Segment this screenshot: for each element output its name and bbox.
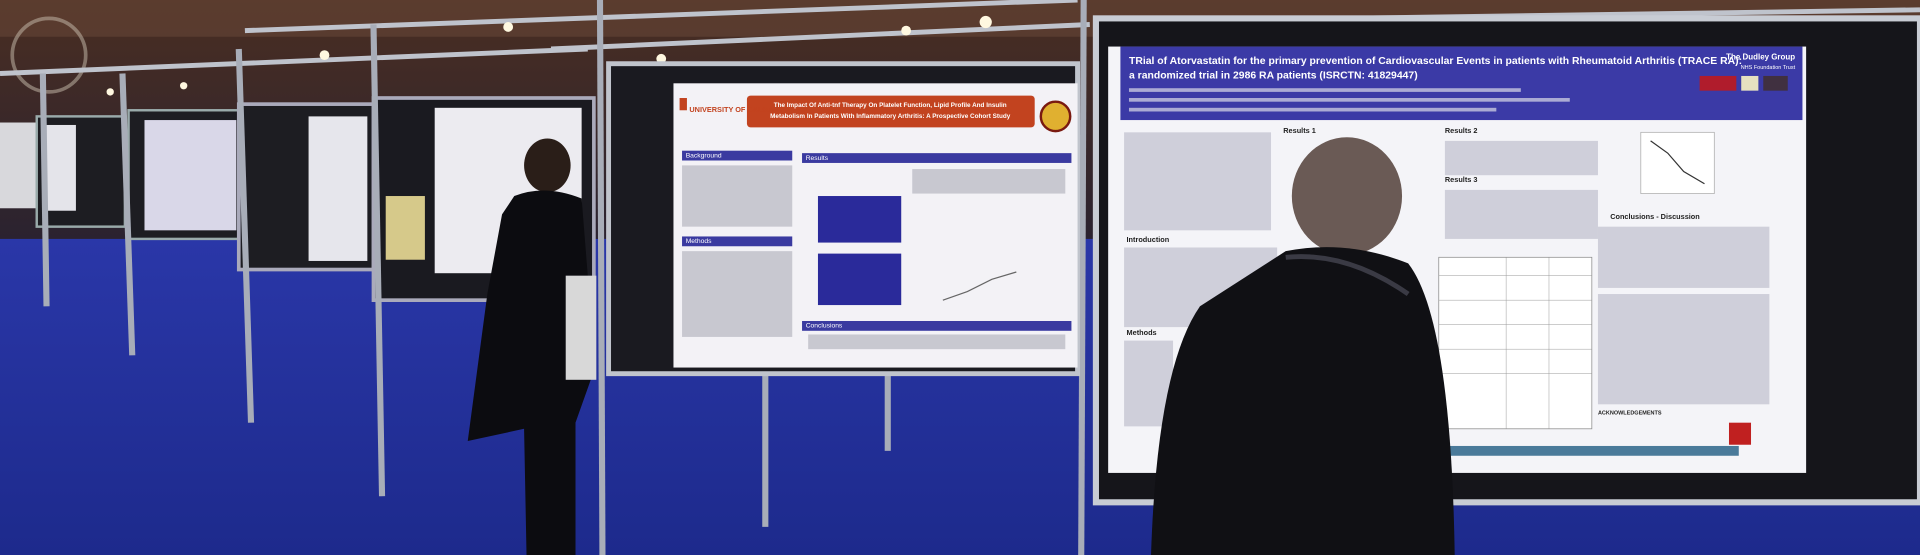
panel: [802, 320, 1072, 331]
panel: [1763, 75, 1788, 91]
shape: [1438, 257, 1592, 429]
panel: [682, 236, 793, 247]
panel: [565, 275, 597, 380]
panel: [385, 196, 425, 260]
panel: [144, 120, 237, 231]
panel: [912, 169, 1066, 194]
shape: [467, 190, 596, 555]
section-heading: Methods: [1127, 328, 1157, 337]
shape: [0, 46, 588, 76]
shape: [979, 15, 992, 29]
shape: [1285, 254, 1410, 297]
poles: [39, 0, 1087, 555]
logo-strip: [1438, 445, 1739, 456]
shape: [1128, 88, 1570, 112]
shape: [550, 22, 1090, 52]
panel: [1444, 189, 1598, 239]
section-heading: Introduction: [1127, 235, 1170, 244]
section-heading: Methods: [686, 238, 712, 245]
shape: [1291, 137, 1403, 255]
panel: [817, 253, 902, 306]
panel: [1728, 422, 1752, 445]
poster-title: a randomized trial in 2986 RA patients (…: [1129, 71, 1418, 82]
shape: [1078, 0, 1087, 555]
results-table: [1438, 256, 1593, 430]
shape: Introduction Methods Results 1 Results 2…: [1127, 126, 1701, 416]
panel: [1699, 75, 1737, 91]
shape: [1151, 247, 1455, 555]
shape: [119, 73, 136, 356]
panel: [1128, 98, 1570, 102]
section-heading: Conclusions - Discussion: [1610, 212, 1700, 221]
section-heading: Results 1: [1283, 126, 1316, 135]
organization-sub: NHS Foundation Trust: [1741, 65, 1796, 71]
panel: [1597, 294, 1770, 405]
shape: [1650, 140, 1705, 185]
section-heading: ACKNOWLEDGEMENTS: [1598, 410, 1662, 416]
panel: [46, 124, 76, 211]
visitor-right: [1151, 137, 1455, 555]
panel: [1124, 132, 1272, 231]
shape: [503, 22, 514, 32]
panel: [802, 153, 1072, 163]
section-heading: Results: [806, 155, 829, 162]
panel: [682, 150, 793, 161]
shape: [682, 165, 1066, 350]
shape: [524, 138, 571, 193]
organization: The Dudley Group: [1726, 53, 1795, 62]
shape: [942, 271, 1017, 301]
shape: [235, 48, 255, 423]
shape: [1124, 132, 1770, 427]
shape: [319, 50, 330, 61]
spotlights: [106, 15, 992, 96]
panel: [1128, 88, 1521, 92]
poster-title: TRial of Atorvastatin for the primary pr…: [1129, 56, 1742, 67]
panel: [679, 98, 687, 111]
shape: [596, 0, 606, 555]
shape: [180, 82, 188, 90]
arch-window: [10, 16, 88, 94]
section-heading: Results 3: [1445, 175, 1478, 184]
panel: [1128, 107, 1497, 112]
panel: [808, 334, 1066, 350]
panel: [1741, 75, 1759, 91]
panel: [682, 165, 793, 227]
section-heading: Results 2: [1445, 126, 1478, 135]
panel: [0, 122, 37, 209]
institution: UNIVERSITY OF CALGARY: [689, 105, 783, 114]
middle-board: The Impact Of Anti-tnf Therapy On Platel…: [606, 61, 1080, 377]
poster-title: Metabolism In Patients With Inflammatory…: [770, 113, 1011, 120]
panel: [308, 116, 368, 261]
title-box: [746, 95, 1035, 128]
shape: [1039, 100, 1072, 133]
shape: [244, 0, 1078, 34]
section-heading: Conclusions: [806, 323, 843, 330]
panel: [1444, 140, 1598, 176]
shape: [901, 25, 912, 36]
section-heading: Background: [686, 152, 722, 159]
panel: [1597, 226, 1770, 288]
far-boards: [0, 96, 596, 303]
shape: [106, 88, 114, 96]
panel: [682, 251, 793, 337]
visitor-left: [467, 138, 597, 555]
poster-title: The Impact Of Anti-tnf Therapy On Platel…: [774, 102, 1007, 109]
shape: [370, 24, 386, 497]
panel: [817, 196, 902, 243]
shape: [39, 73, 50, 307]
